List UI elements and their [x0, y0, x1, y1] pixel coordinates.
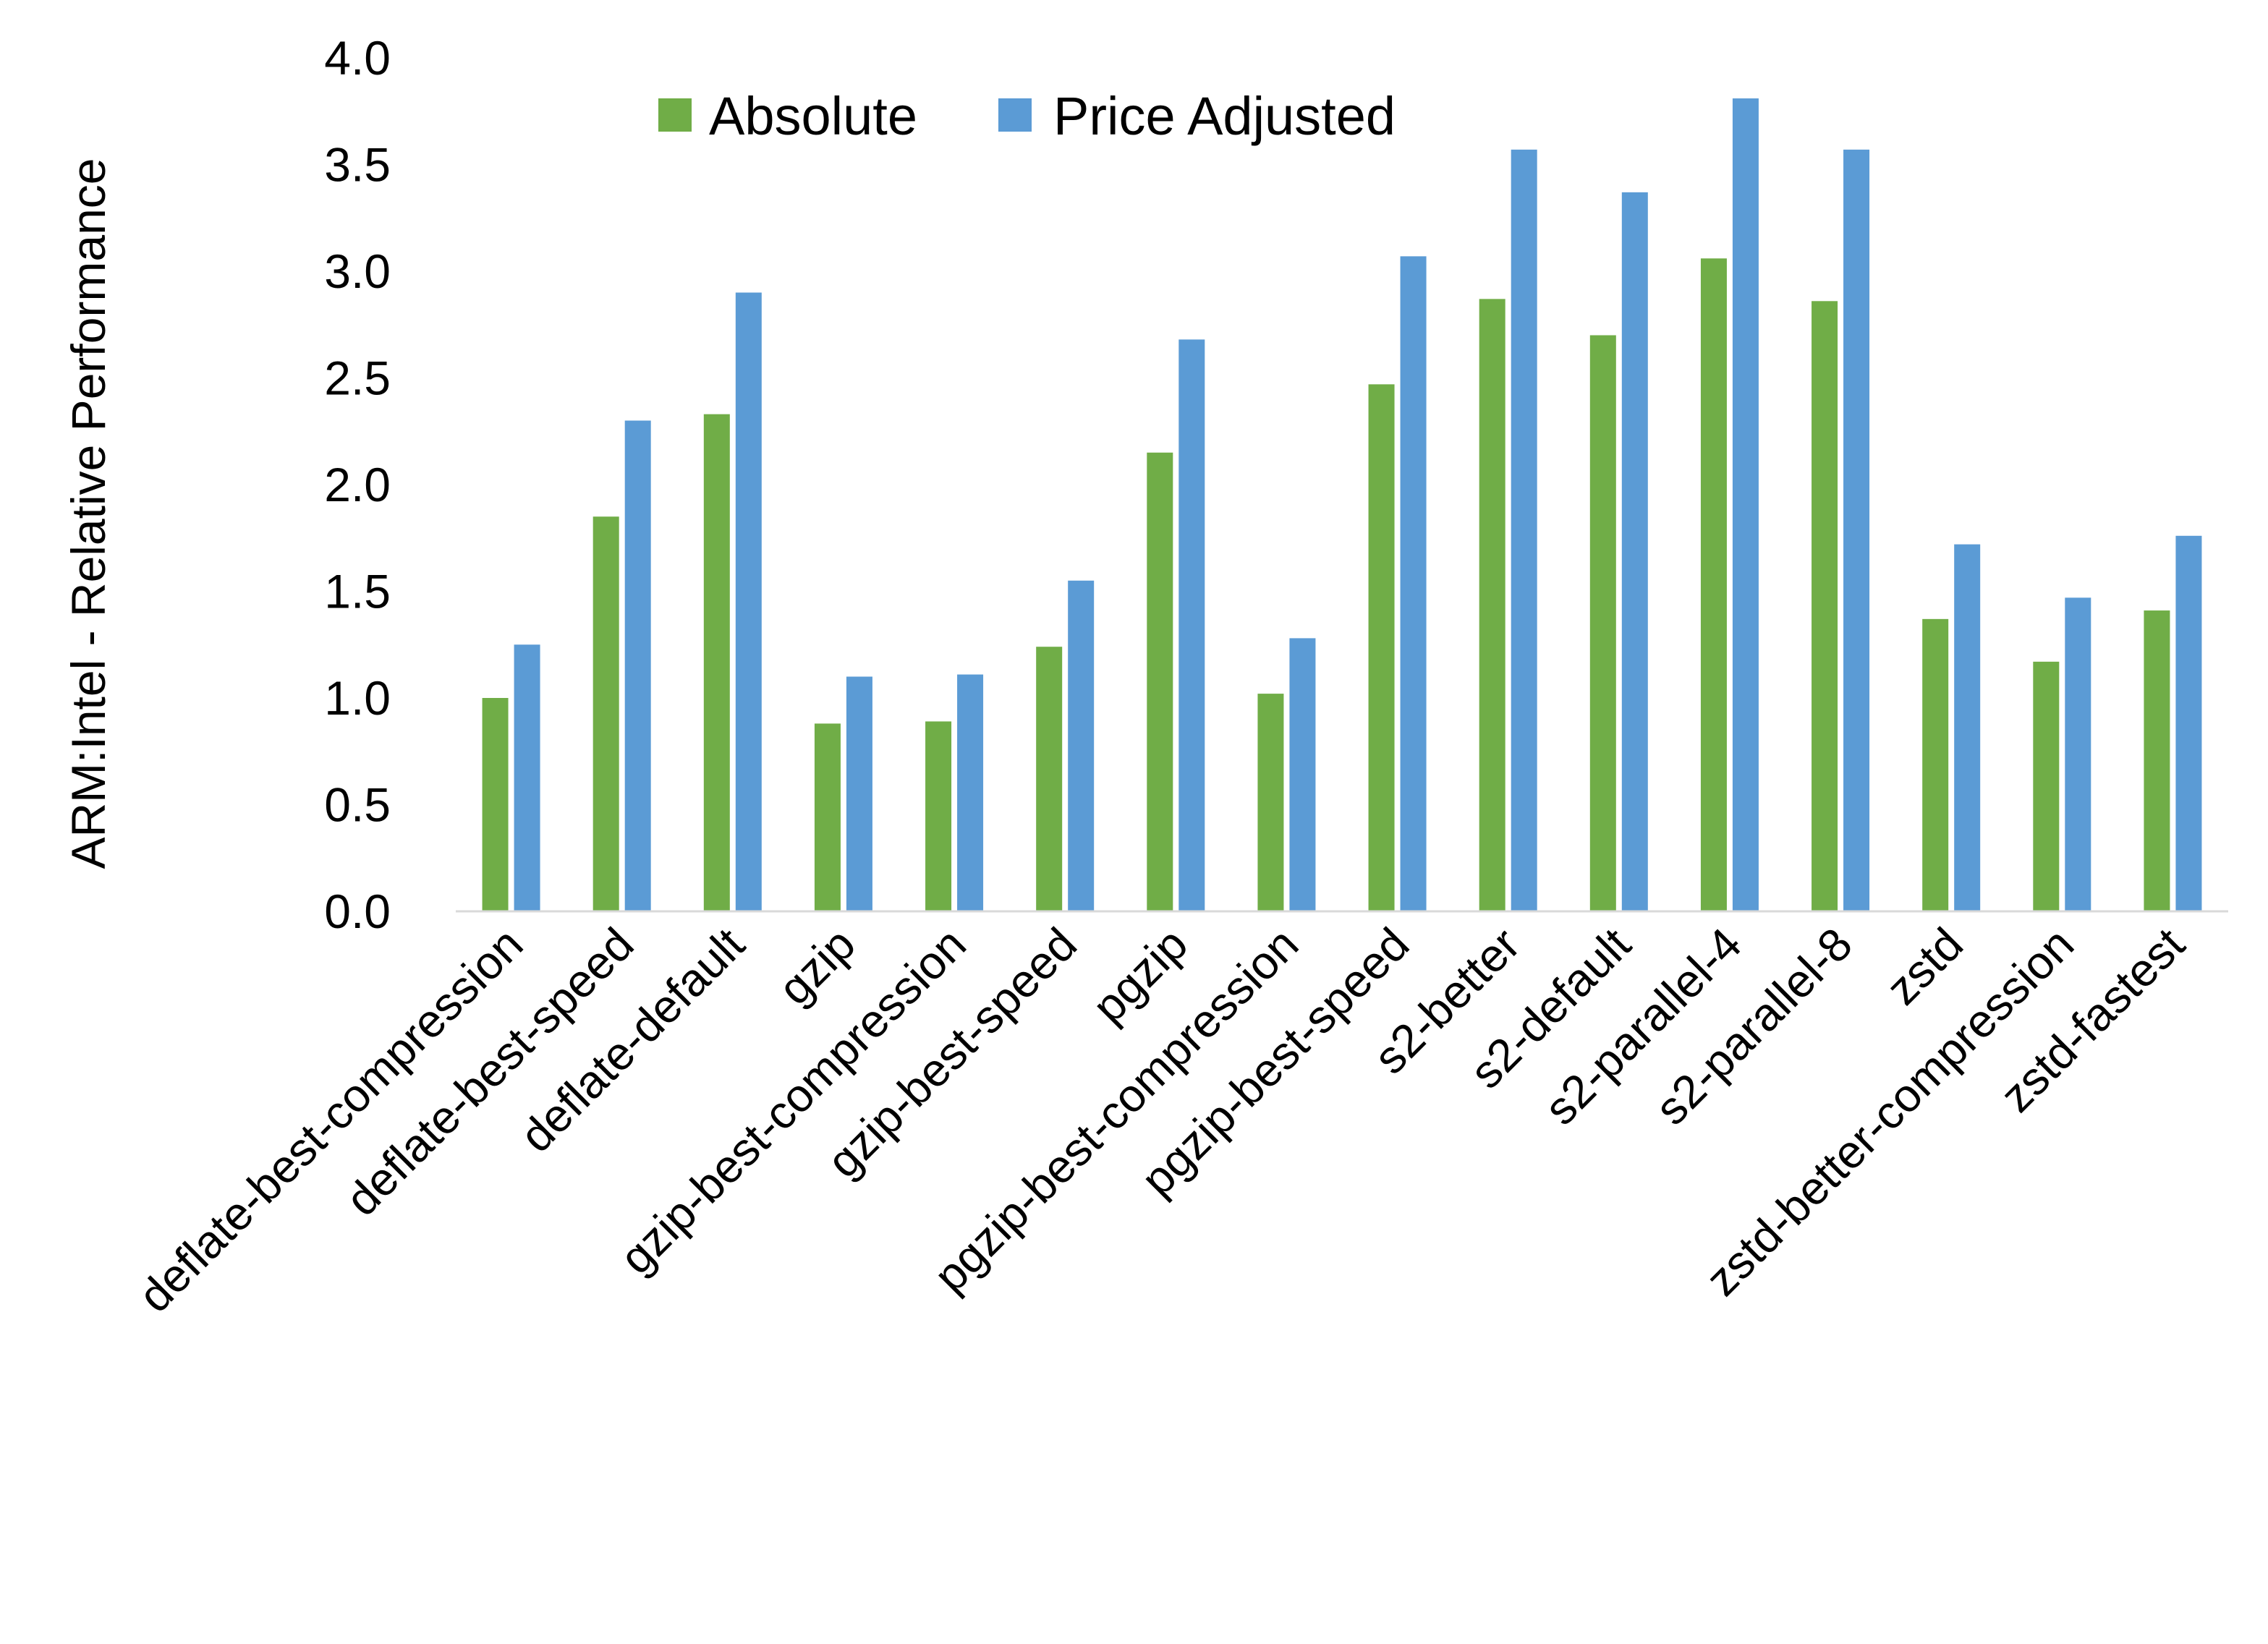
bar-absolute-s2-default [1589, 335, 1616, 911]
bars [482, 98, 2202, 912]
bar-absolute-pgzip-best-compression [1257, 694, 1284, 911]
y-tick-label: 3.0 [324, 244, 391, 298]
bar-absolute-gzip-best-speed [1036, 647, 1063, 911]
bar-price-adjusted-s2-parallel-8 [1843, 149, 1870, 912]
y-tick-label: 1.0 [324, 671, 391, 725]
y-tick-label: 2.0 [324, 458, 391, 511]
y-tick-label: 2.5 [324, 352, 391, 405]
y-tick-label: 0.0 [324, 885, 391, 938]
bar-price-adjusted-s2-parallel-4 [1732, 98, 1759, 911]
x-axis-labels: deflate-best-compressiondeflate-best-spe… [128, 918, 2194, 1322]
bar-absolute-deflate-best-compression [482, 698, 509, 911]
bar-price-adjusted-deflate-default [735, 292, 762, 911]
bar-absolute-s2-better [1479, 299, 1505, 912]
bar-price-adjusted-pgzip-best-speed [1400, 256, 1427, 912]
bar-price-adjusted-s2-default [1621, 192, 1648, 912]
bar-absolute-gzip-best-compression [925, 721, 952, 911]
y-tick-label: 3.5 [324, 138, 391, 192]
legend: Absolute Price Adjusted [658, 86, 1396, 146]
bar-absolute-deflate-default [703, 414, 730, 911]
bar-absolute-gzip [814, 723, 841, 911]
bar-price-adjusted-pgzip [1178, 339, 1205, 911]
y-axis-title: ARM:Intel - Relative Performance [61, 158, 115, 869]
y-tick-label: 1.5 [324, 565, 391, 618]
bar-price-adjusted-zstd-better-compression [2065, 597, 2091, 911]
bar-price-adjusted-pgzip-best-compression [1289, 638, 1316, 911]
legend-label-price-adjusted: Price Adjusted [1053, 86, 1396, 146]
bar-absolute-deflate-best-speed [593, 516, 619, 911]
legend-swatch-absolute [658, 98, 692, 132]
y-tick-label: 0.5 [324, 778, 391, 832]
bar-price-adjusted-gzip-best-speed [1068, 580, 1095, 911]
legend-swatch-price-adjusted [998, 98, 1032, 132]
bar-price-adjusted-gzip [846, 676, 872, 911]
bar-price-adjusted-s2-better [1511, 149, 1537, 912]
bar-absolute-pgzip-best-speed [1368, 384, 1395, 911]
legend-label-absolute: Absolute [709, 86, 917, 146]
bar-price-adjusted-zstd-fastest [2175, 535, 2202, 911]
bar-price-adjusted-deflate-best-speed [624, 420, 651, 911]
bar-absolute-zstd-fastest [2144, 610, 2170, 911]
bar-absolute-s2-parallel-4 [1700, 258, 1727, 911]
bar-absolute-zstd [1922, 618, 1949, 911]
x-tick-label: gzip [768, 918, 865, 1015]
bar-price-adjusted-zstd [1954, 544, 1981, 911]
bar-absolute-s2-parallel-8 [1812, 301, 1838, 911]
y-axis-ticks: 0.0 0.5 1.0 1.5 2.0 2.5 3.0 3.5 4.0 [324, 31, 391, 938]
x-tick-label: zstd [1876, 918, 1973, 1015]
y-tick-label: 4.0 [324, 31, 391, 85]
bar-absolute-zstd-better-compression [2033, 661, 2060, 911]
bar-absolute-pgzip [1147, 452, 1173, 911]
bar-price-adjusted-gzip-best-compression [957, 674, 984, 911]
bar-price-adjusted-deflate-best-compression [514, 644, 540, 911]
